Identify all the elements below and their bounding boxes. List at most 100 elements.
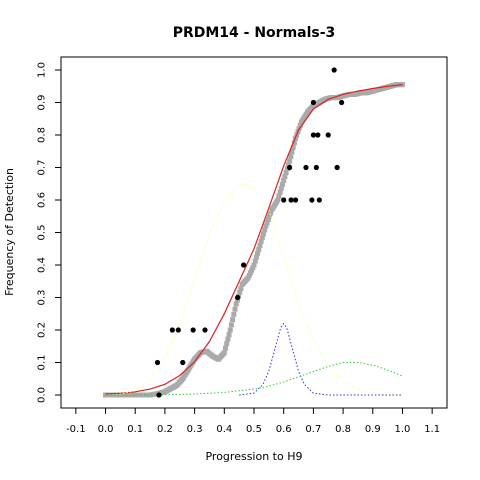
smoothed-point bbox=[251, 262, 257, 268]
observed-point bbox=[313, 164, 319, 171]
smoothed-point bbox=[249, 267, 255, 273]
observed-point bbox=[331, 67, 337, 73]
x-tick-label: 0.1 bbox=[127, 424, 143, 435]
smoothed-point bbox=[225, 336, 231, 342]
smoothed-point bbox=[221, 350, 227, 356]
smoothed-point bbox=[262, 227, 268, 233]
smoothed-point bbox=[280, 181, 286, 187]
smoothed-point bbox=[258, 239, 264, 245]
smoothed-point bbox=[282, 174, 288, 180]
smoothed-point bbox=[284, 166, 290, 172]
observed-point bbox=[235, 294, 241, 301]
observed-point bbox=[310, 132, 316, 138]
component-curve bbox=[105, 362, 403, 396]
x-tick-label: 0.4 bbox=[216, 424, 232, 435]
smoothed-point bbox=[227, 327, 233, 333]
smoothed-point bbox=[297, 122, 303, 128]
smoothed-point bbox=[278, 185, 284, 191]
smoothed-point bbox=[233, 301, 239, 307]
x-tick-label: 0.2 bbox=[157, 424, 173, 435]
smoothed-point bbox=[265, 217, 271, 222]
fit-curve bbox=[105, 84, 403, 395]
smoothed-point bbox=[126, 392, 132, 398]
y-tick-label: 0.1 bbox=[37, 355, 48, 371]
smoothed-point bbox=[228, 322, 234, 328]
observed-point bbox=[241, 262, 247, 268]
smoothed-point bbox=[253, 254, 259, 260]
smoothed-point bbox=[238, 285, 244, 291]
smoothed-point bbox=[291, 140, 297, 146]
x-tick-label: 0.3 bbox=[187, 424, 203, 435]
smoothed-point bbox=[285, 162, 291, 168]
smoothed-point bbox=[108, 392, 114, 398]
smoothed-point bbox=[226, 332, 232, 338]
smoothed-point bbox=[245, 275, 251, 281]
smoothed-point bbox=[276, 193, 282, 199]
y-tick-label: 0.6 bbox=[37, 192, 48, 208]
smoothed-point bbox=[283, 170, 289, 176]
smoothed-point bbox=[263, 223, 269, 229]
smoothed-point bbox=[259, 235, 265, 241]
y-tick-label: 0.9 bbox=[37, 95, 48, 111]
x-axis: -0.1 0.0 0.1 0.2 0.3 0.4 0.5 0.6 0.7 0.8 0.9 1.0 1.1 bbox=[66, 408, 440, 435]
smoothed-point bbox=[257, 243, 263, 248]
smoothed-point bbox=[281, 178, 287, 183]
observed-point bbox=[169, 327, 175, 333]
smoothed-point bbox=[246, 272, 252, 278]
y-tick-label: 0.3 bbox=[37, 290, 48, 306]
x-tick-label: 0.5 bbox=[246, 424, 262, 435]
y-tick-label: 1.0 bbox=[37, 62, 48, 78]
observed-point bbox=[338, 99, 345, 106]
y-tick-label: 0.4 bbox=[37, 257, 48, 273]
smoothed-point bbox=[222, 345, 228, 351]
x-tick-label: 0.7 bbox=[305, 424, 321, 435]
y-tick-label: 0.5 bbox=[37, 225, 48, 241]
x-tick-label: -0.1 bbox=[66, 424, 86, 435]
component-curve bbox=[105, 183, 403, 396]
smoothed-point bbox=[237, 289, 243, 295]
smoothed-point bbox=[290, 144, 296, 150]
observed-point bbox=[281, 197, 287, 203]
smoothed-point bbox=[252, 258, 258, 264]
smoothed-point bbox=[224, 341, 230, 347]
smoothed-point bbox=[255, 250, 261, 256]
observed-point bbox=[325, 132, 331, 138]
smoothed-point bbox=[268, 210, 274, 216]
smoothed-point bbox=[288, 153, 294, 159]
observed-point bbox=[180, 359, 186, 366]
y-tick-label: 0.7 bbox=[37, 160, 48, 176]
observed-point bbox=[175, 327, 181, 333]
smoothed-point bbox=[232, 306, 238, 312]
observed-point bbox=[288, 197, 294, 203]
y-tick-label: 0.2 bbox=[37, 322, 48, 338]
x-tick-label: 0.6 bbox=[276, 424, 292, 435]
smoothed-point bbox=[261, 231, 267, 237]
smoothed-point bbox=[106, 392, 112, 398]
smoothed-point bbox=[123, 392, 129, 398]
x-tick-label: 0.0 bbox=[98, 424, 114, 435]
smoothed-point bbox=[266, 213, 272, 219]
x-tick-label: 0.8 bbox=[335, 424, 351, 435]
observed-point bbox=[310, 99, 316, 106]
smoothed-point bbox=[256, 246, 262, 252]
observed-point bbox=[202, 327, 208, 333]
smoothed-point bbox=[275, 197, 281, 203]
observed-point bbox=[156, 392, 162, 398]
smoothed-point bbox=[231, 311, 237, 317]
observed-point bbox=[190, 327, 196, 333]
smoothed-point bbox=[277, 189, 283, 195]
observed-point bbox=[309, 197, 315, 203]
plot-area bbox=[103, 67, 405, 398]
smoothed-point bbox=[250, 265, 256, 271]
smoothed-point bbox=[287, 158, 293, 164]
observed-point bbox=[287, 164, 293, 171]
observed-point bbox=[303, 164, 309, 171]
smoothed-point bbox=[129, 392, 135, 398]
x-axis-label: Progression to H9 bbox=[205, 450, 302, 463]
x-tick-label: 1.1 bbox=[424, 424, 440, 435]
smoothed-point bbox=[247, 270, 253, 276]
y-tick-label: 0.0 bbox=[37, 387, 48, 403]
smoothed-point bbox=[234, 297, 240, 303]
